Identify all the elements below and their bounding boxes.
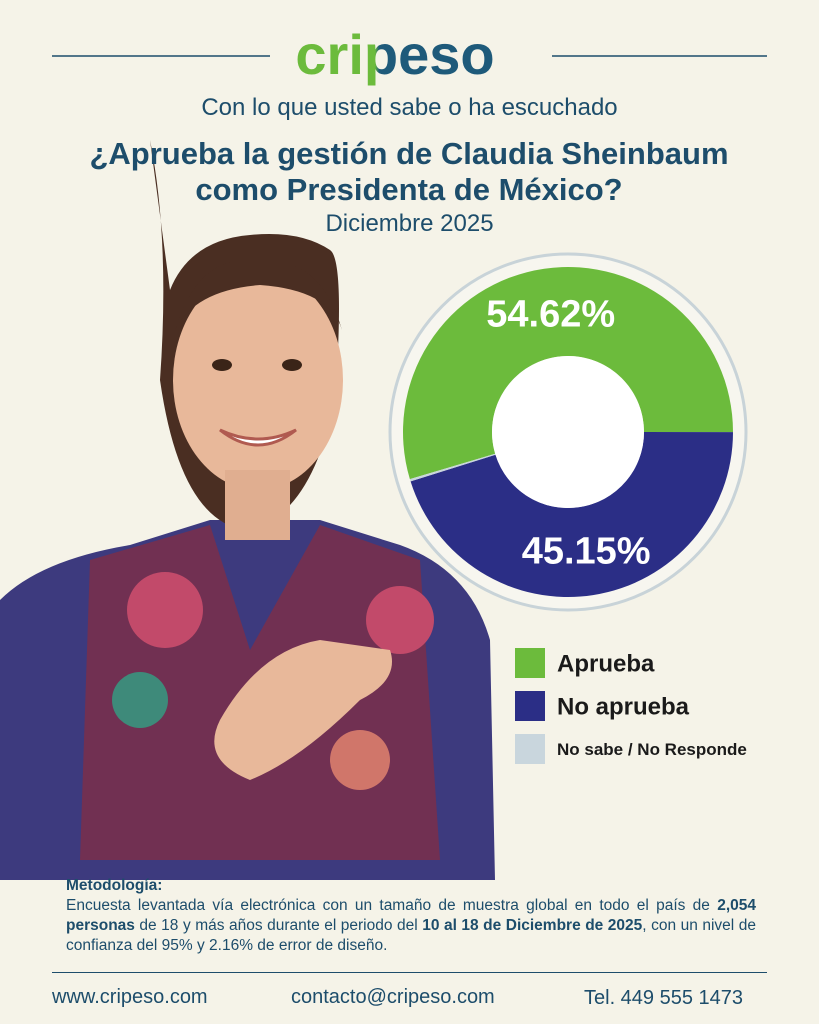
- legend-label: No aprueba: [557, 693, 690, 720]
- footer-phone: Tel. 449 555 1473: [584, 987, 744, 1009]
- footer-web: www.cripeso.com: [52, 986, 208, 1008]
- legend-swatch: [515, 648, 545, 678]
- donut-slice: [409, 453, 496, 482]
- title: ¿Aprueba la gestión de Claudia Sheinbaum…: [89, 136, 729, 207]
- methodology: Metodología: Encuesta levantada vía elect…: [66, 876, 756, 956]
- methodology-part: de 18 y más años durante el periodo del: [134, 917, 423, 934]
- rule: [52, 972, 767, 973]
- methodology-heading: Metodología:: [66, 877, 163, 894]
- footer-email: contacto@cripeso.com: [291, 986, 495, 1008]
- subtitle: Diciembre 2025: [325, 210, 494, 237]
- legend-label: Aprueba: [557, 650, 655, 677]
- donut-slice: [410, 432, 733, 598]
- legend-label: No sabe / No Responde: [557, 740, 747, 759]
- methodology-part: 10 al 18 de Diciembre de 2025: [422, 917, 643, 934]
- logo: cripeso: [295, 23, 494, 86]
- methodology-text: Encuesta levantada vía electrónica con u…: [66, 897, 756, 954]
- legend-swatch: [515, 734, 545, 764]
- methodology-part: , con un nivel de confianza del 95% y 2.…: [66, 917, 757, 954]
- donut-hole: [492, 356, 644, 508]
- value-label: 54.62%: [486, 293, 615, 335]
- intro: Con lo que usted sabe o ha escuchado: [201, 94, 618, 121]
- methodology-part: 2,054 personas: [66, 897, 756, 934]
- portrait: [0, 140, 495, 880]
- methodology-part: Encuesta levantada vía electrónica con u…: [66, 897, 718, 914]
- value-label: 45.15%: [522, 531, 651, 573]
- legend-swatch: [515, 691, 545, 721]
- donut-slice: [403, 267, 733, 480]
